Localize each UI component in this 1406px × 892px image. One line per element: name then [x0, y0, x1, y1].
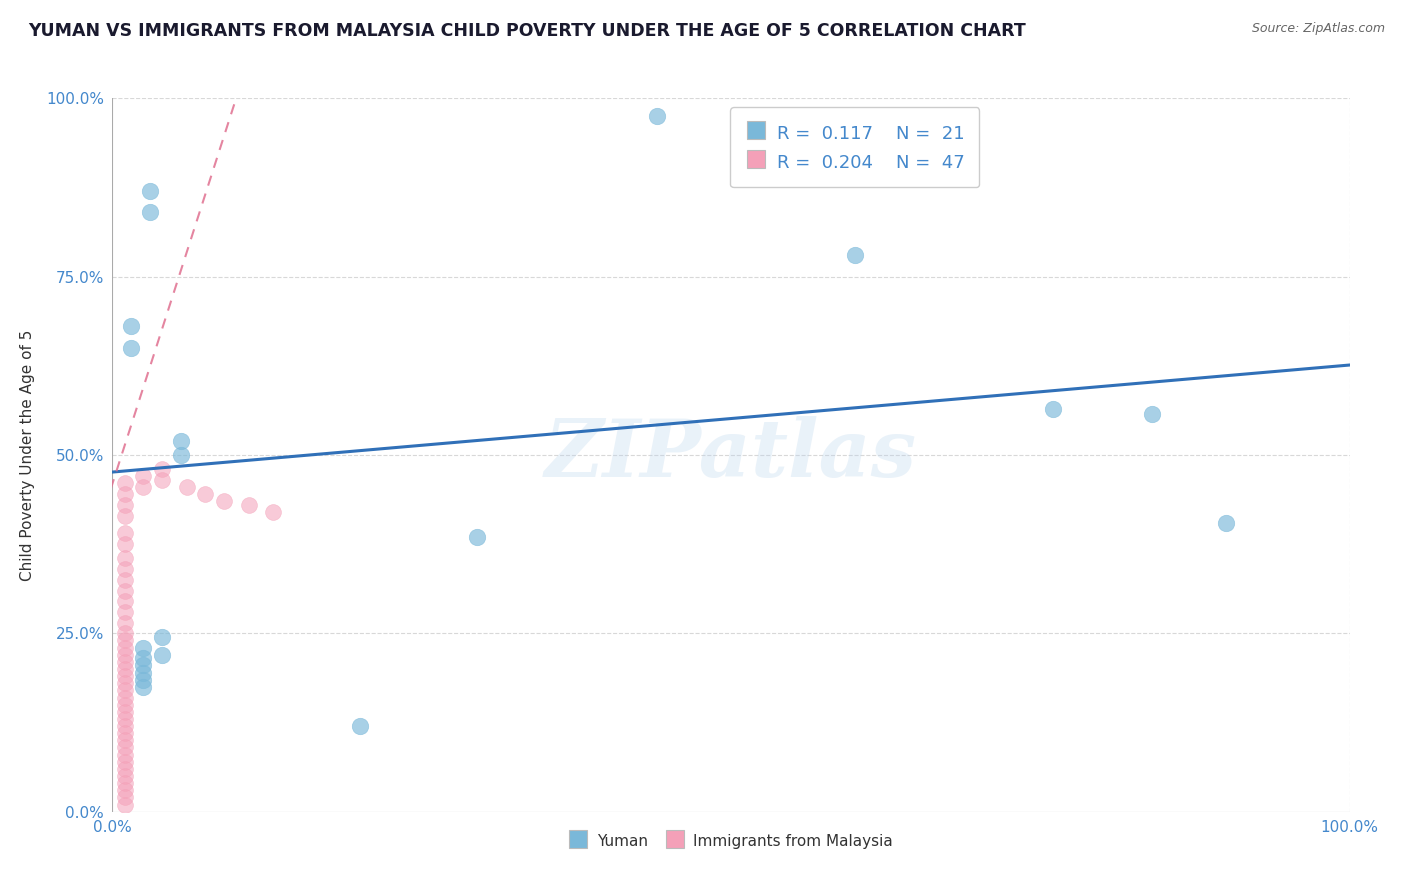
Point — [844, 248, 866, 262]
Point — [1215, 516, 1237, 530]
Point — [114, 676, 136, 690]
Point — [132, 469, 155, 483]
Point — [212, 494, 235, 508]
Point — [169, 434, 191, 448]
Point — [114, 662, 136, 676]
Text: Source: ZipAtlas.com: Source: ZipAtlas.com — [1251, 22, 1385, 36]
Point — [114, 797, 136, 812]
Point — [150, 473, 173, 487]
Point — [150, 648, 173, 662]
Point — [114, 698, 136, 712]
Point — [238, 498, 260, 512]
Point — [114, 719, 136, 733]
Point — [114, 776, 136, 790]
Point — [114, 562, 136, 576]
Point — [114, 790, 136, 805]
Point — [114, 526, 136, 541]
Point — [138, 184, 160, 198]
Point — [194, 487, 217, 501]
Point — [169, 448, 191, 462]
Point — [114, 583, 136, 598]
Legend: Yuman, Immigrants from Malaysia: Yuman, Immigrants from Malaysia — [561, 823, 901, 857]
Point — [132, 480, 155, 494]
Point — [114, 655, 136, 669]
Point — [114, 537, 136, 551]
Point — [114, 769, 136, 783]
Y-axis label: Child Poverty Under the Age of 5: Child Poverty Under the Age of 5 — [20, 329, 35, 581]
Point — [114, 573, 136, 587]
Point — [132, 651, 155, 665]
Point — [114, 615, 136, 630]
Point — [132, 680, 155, 694]
Point — [120, 319, 142, 334]
Point — [114, 508, 136, 523]
Point — [114, 487, 136, 501]
Point — [349, 719, 371, 733]
Point — [150, 462, 173, 476]
Point — [114, 740, 136, 755]
Point — [114, 626, 136, 640]
Point — [114, 683, 136, 698]
Point — [114, 498, 136, 512]
Point — [114, 594, 136, 608]
Text: ZIPatlas: ZIPatlas — [546, 417, 917, 493]
Point — [114, 669, 136, 683]
Point — [467, 530, 489, 544]
Point — [132, 640, 155, 655]
Point — [1042, 401, 1064, 416]
Point — [114, 605, 136, 619]
Point — [1140, 407, 1163, 421]
Point — [114, 705, 136, 719]
Point — [150, 630, 173, 644]
Point — [114, 762, 136, 776]
Point — [114, 476, 136, 491]
Point — [132, 658, 155, 673]
Point — [645, 109, 668, 123]
Point — [114, 726, 136, 740]
Point — [176, 480, 198, 494]
Point — [114, 551, 136, 566]
Point — [132, 673, 155, 687]
Point — [114, 712, 136, 726]
Point — [114, 783, 136, 797]
Point — [114, 640, 136, 655]
Point — [114, 690, 136, 705]
Point — [114, 733, 136, 747]
Point — [114, 648, 136, 662]
Point — [138, 205, 160, 219]
Point — [132, 665, 155, 680]
Text: YUMAN VS IMMIGRANTS FROM MALAYSIA CHILD POVERTY UNDER THE AGE OF 5 CORRELATION C: YUMAN VS IMMIGRANTS FROM MALAYSIA CHILD … — [28, 22, 1026, 40]
Point — [262, 505, 284, 519]
Point — [120, 341, 142, 355]
Point — [114, 633, 136, 648]
Point — [114, 747, 136, 762]
Point — [114, 755, 136, 769]
